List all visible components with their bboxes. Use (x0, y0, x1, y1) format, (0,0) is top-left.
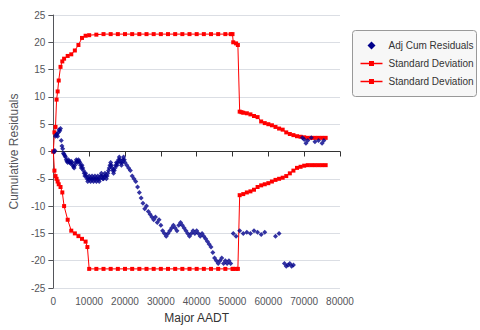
svg-text:10000: 10000 (75, 296, 103, 307)
svg-text:40000: 40000 (183, 296, 211, 307)
svg-text:Standard Deviation: Standard Deviation (389, 58, 474, 69)
svg-text:Cumulative Residuals: Cumulative Residuals (7, 93, 21, 209)
svg-text:20: 20 (34, 37, 46, 48)
svg-text:0: 0 (51, 296, 57, 307)
svg-text:25: 25 (34, 10, 46, 21)
svg-text:50000: 50000 (219, 296, 247, 307)
svg-text:Standard Deviation: Standard Deviation (389, 76, 474, 87)
svg-text:0: 0 (40, 146, 46, 157)
svg-text:-5: -5 (36, 173, 45, 184)
svg-text:60000: 60000 (254, 296, 282, 307)
svg-text:-10: -10 (31, 201, 46, 212)
svg-text:-20: -20 (31, 255, 46, 266)
svg-text:20000: 20000 (111, 296, 139, 307)
svg-text:Major AADT: Major AADT (164, 311, 229, 325)
svg-text:80000: 80000 (326, 296, 354, 307)
svg-text:-15: -15 (31, 228, 46, 239)
svg-text:Adj Cum Residuals: Adj Cum Residuals (389, 40, 474, 51)
svg-text:-25: -25 (31, 283, 46, 294)
svg-text:5: 5 (40, 119, 46, 130)
svg-text:70000: 70000 (290, 296, 318, 307)
svg-text:30000: 30000 (147, 296, 175, 307)
svg-text:15: 15 (34, 64, 46, 75)
svg-text:10: 10 (34, 91, 46, 102)
